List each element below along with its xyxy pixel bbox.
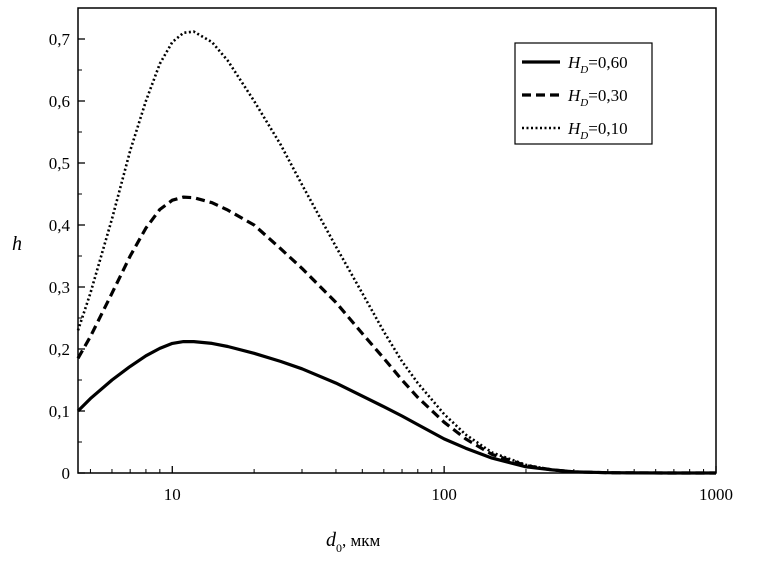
x-tick-label: 1000 bbox=[699, 485, 733, 504]
y-tick-label: 0,1 bbox=[49, 402, 70, 421]
series-line-1 bbox=[76, 195, 716, 475]
legend-symbol: H bbox=[567, 119, 582, 138]
y-tick-label: 0,7 bbox=[49, 30, 71, 49]
legend-symbol: H bbox=[567, 86, 582, 105]
legend-label-0: HD=0,60 bbox=[567, 53, 628, 76]
x-axis-title-symbol: d bbox=[326, 529, 337, 551]
y-tick-label: 0,3 bbox=[49, 278, 70, 297]
legend-label-1: HD=0,30 bbox=[567, 86, 628, 109]
legend-subscript: D bbox=[579, 130, 588, 142]
x-tick-label: 100 bbox=[431, 485, 457, 504]
y-tick-label: 0,5 bbox=[49, 154, 70, 173]
x-axis-title: d0, мкм bbox=[326, 529, 381, 555]
y-axis-title: h bbox=[12, 233, 22, 255]
y-tick-label: 0,4 bbox=[49, 216, 71, 235]
x-axis-title-unit: , мкм bbox=[342, 531, 381, 550]
series-layer bbox=[76, 30, 716, 475]
legend-symbol: H bbox=[567, 53, 582, 72]
legend-subscript: D bbox=[579, 64, 588, 76]
legend-subscript: D bbox=[579, 97, 588, 109]
plot-frame bbox=[77, 7, 717, 474]
x-axis-title-subscript: 0 bbox=[336, 541, 342, 555]
y-tick-label: 0,2 bbox=[49, 340, 70, 359]
x-tick-label: 10 bbox=[164, 485, 181, 504]
legend-label-2: HD=0,10 bbox=[567, 119, 628, 142]
y-tick-label: 0,6 bbox=[49, 92, 70, 111]
series-line-2 bbox=[76, 30, 716, 475]
legend-value: =0,10 bbox=[588, 119, 627, 138]
ticks-layer: 0 0,1 0,2 0,3 0,4 0,5 0,6 0,7 10 100 1000 bbox=[49, 7, 733, 504]
y-tick-label: 0 bbox=[62, 464, 71, 483]
series-line-0 bbox=[76, 340, 716, 475]
legend-value: =0,30 bbox=[588, 86, 627, 105]
legend-value: =0,60 bbox=[588, 53, 627, 72]
